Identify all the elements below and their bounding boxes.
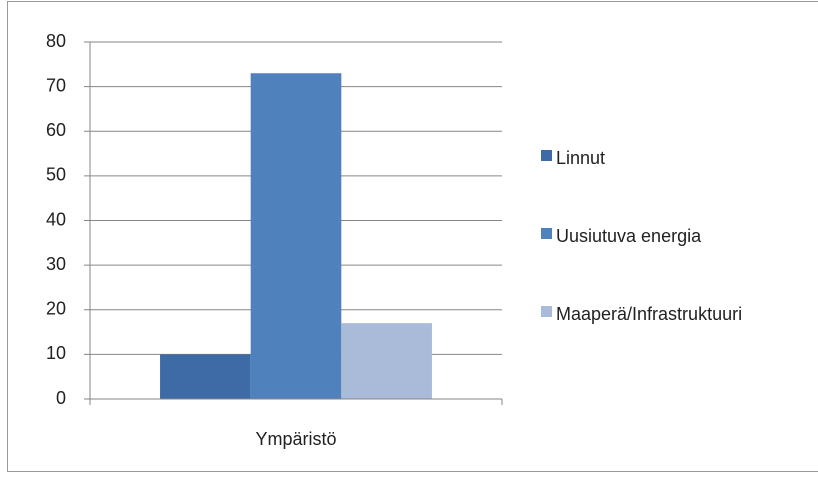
y-tick-label: 20 bbox=[46, 299, 66, 319]
y-tick-label: 50 bbox=[46, 165, 66, 185]
y-tick-label: 0 bbox=[56, 388, 66, 408]
x-tick-label: Ympäristö bbox=[255, 429, 336, 449]
legend-item: Linnut bbox=[541, 145, 796, 171]
legend-swatch bbox=[541, 150, 552, 161]
y-tick-label: 10 bbox=[46, 343, 66, 363]
y-tick-label: 70 bbox=[46, 75, 66, 95]
legend-label: Uusiutuva energia bbox=[556, 226, 702, 246]
legend-label: Linnut bbox=[556, 148, 606, 168]
bar bbox=[341, 323, 432, 399]
bar bbox=[160, 354, 251, 399]
legend-label: Maaperä/Infrastruktuuri bbox=[556, 304, 743, 324]
bar bbox=[250, 73, 342, 400]
legend-item: Uusiutuva energia bbox=[541, 223, 796, 249]
y-tick-label: 30 bbox=[46, 254, 66, 274]
legend-swatch bbox=[541, 228, 552, 239]
legend-swatch bbox=[541, 306, 552, 317]
y-tick-label: 80 bbox=[46, 31, 66, 51]
y-tick-label: 60 bbox=[46, 120, 66, 140]
y-tick-label: 40 bbox=[46, 209, 66, 229]
legend-item: Maaperä/Infrastruktuuri bbox=[541, 301, 804, 327]
